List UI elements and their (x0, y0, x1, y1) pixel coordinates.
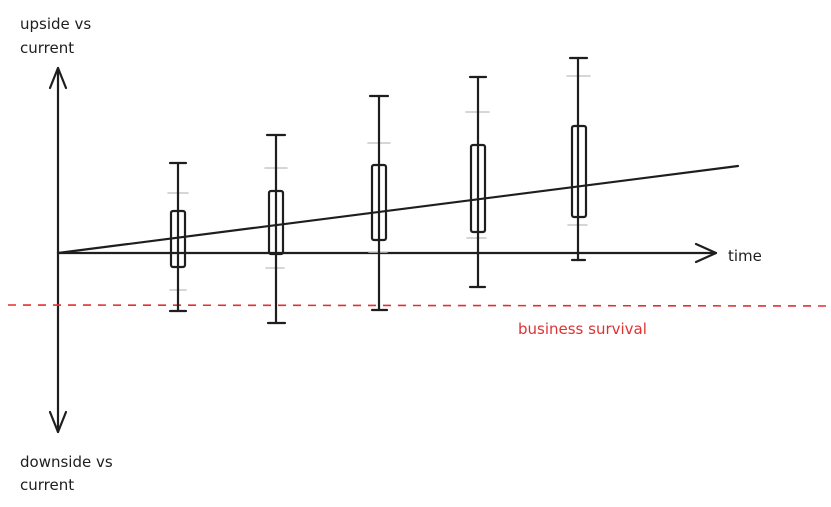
y-axis-top-label: upside vs current (20, 15, 96, 57)
survival-threshold-line (7, 304, 827, 307)
vertical-axis (48, 66, 68, 434)
range-marker-2 (264, 133, 288, 325)
horizontal-axis (56, 242, 718, 264)
y-axis-bottom-label-line-2: current (20, 476, 74, 494)
range-marker-3 (367, 94, 391, 312)
y-axis-top-label-line-2: current (20, 39, 74, 57)
y-axis-top-label-line-1: upside vs (20, 15, 91, 33)
trend-line (56, 164, 740, 255)
x-axis-label: time (728, 247, 762, 265)
arrowhead-icon (694, 242, 718, 264)
range-marker-4 (465, 75, 490, 289)
y-axis-bottom-label: downside vs current (20, 453, 117, 494)
survival-threshold-label: business survival (518, 320, 647, 338)
range-marker-5 (566, 56, 591, 262)
arrowhead-icon (48, 66, 68, 90)
range-marker-1 (167, 161, 189, 313)
arrowhead-icon (48, 410, 68, 434)
y-axis-bottom-label-line-1: downside vs (20, 453, 113, 471)
